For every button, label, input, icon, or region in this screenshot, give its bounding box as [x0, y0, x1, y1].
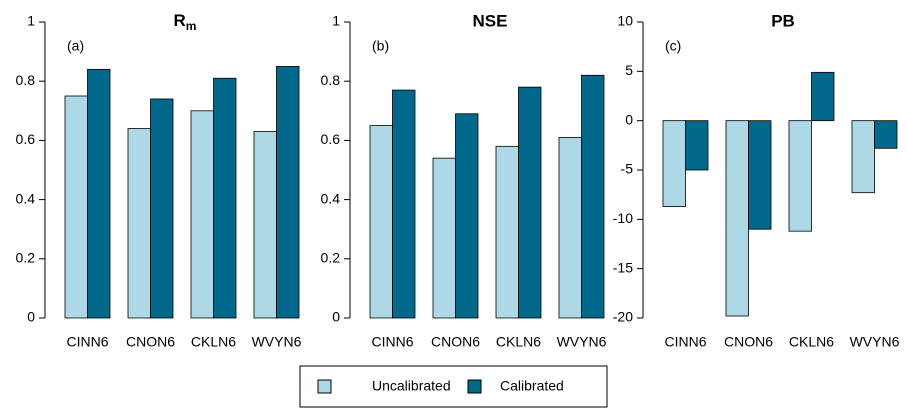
y-tick-label: 10 — [617, 13, 633, 29]
y-tick-label: 1 — [27, 13, 35, 29]
legend-label: Calibrated — [500, 378, 564, 394]
x-tick-label: CNON6 — [724, 334, 773, 350]
title-subscript: m — [186, 19, 197, 33]
x-tick-label: CNON6 — [126, 334, 175, 350]
bar — [518, 86, 542, 319]
bar — [874, 120, 898, 149]
x-tick-label: WVYN6 — [252, 334, 302, 350]
legend-swatch — [317, 379, 332, 394]
bar — [581, 74, 605, 319]
legend-swatch — [467, 379, 482, 394]
y-tick-label: 0.6 — [16, 131, 36, 147]
x-tick-label: CINN6 — [371, 334, 413, 350]
bar — [662, 120, 686, 207]
panel-label: (c) — [665, 38, 681, 54]
bar — [64, 95, 88, 319]
y-tick-label: 0.8 — [16, 72, 36, 88]
y-tick-label: 0 — [27, 309, 35, 325]
y-tick-label: -15 — [613, 259, 633, 275]
legend-label: Uncalibrated — [372, 378, 451, 394]
chart-title: PB — [771, 11, 795, 30]
bar — [455, 113, 479, 319]
x-tick-label: CKLN6 — [191, 334, 236, 350]
y-tick-label: 0.2 — [16, 250, 36, 266]
bar — [748, 120, 772, 230]
y-tick-label: 0.4 — [321, 190, 341, 206]
chart-title: NSE — [473, 11, 508, 30]
bar — [685, 120, 709, 171]
panel-label: (a) — [67, 38, 84, 54]
y-tick-label: 0.4 — [16, 190, 36, 206]
y-tick-label: -5 — [621, 161, 634, 177]
panel-label: (b) — [372, 38, 389, 54]
bar — [725, 120, 749, 317]
bar — [851, 120, 875, 194]
y-tick-label: 0 — [625, 111, 633, 127]
x-tick-label: CNON6 — [431, 334, 480, 350]
bar — [87, 68, 111, 319]
x-tick-label: WVYN6 — [850, 334, 900, 350]
y-tick-label: -20 — [613, 309, 633, 325]
bar — [253, 131, 277, 319]
bar — [788, 120, 812, 232]
x-tick-label: CINN6 — [664, 334, 706, 350]
y-tick-label: 1 — [332, 13, 340, 29]
y-tick-label: 0.6 — [321, 131, 341, 147]
bar — [495, 145, 519, 319]
y-tick-label: -10 — [613, 210, 633, 226]
x-tick-label: WVYN6 — [557, 334, 607, 350]
y-tick-label: 0.2 — [321, 250, 341, 266]
title-main: R — [174, 11, 186, 30]
legend-box — [299, 365, 608, 408]
bar — [392, 89, 416, 319]
y-tick-label: 0 — [332, 309, 340, 325]
y-tick-label: 0.8 — [321, 72, 341, 88]
bar — [432, 157, 456, 319]
x-tick-label: CINN6 — [66, 334, 108, 350]
bar — [213, 77, 237, 319]
bar — [811, 71, 835, 122]
chart-title: Rm — [174, 11, 197, 33]
bar — [369, 125, 393, 319]
bar — [276, 66, 300, 319]
x-tick-label: CKLN6 — [789, 334, 834, 350]
bar — [150, 98, 174, 319]
y-tick-label: 5 — [625, 62, 633, 78]
bar — [558, 137, 582, 319]
bar — [190, 110, 214, 319]
x-tick-label: CKLN6 — [496, 334, 541, 350]
bar — [127, 128, 151, 319]
